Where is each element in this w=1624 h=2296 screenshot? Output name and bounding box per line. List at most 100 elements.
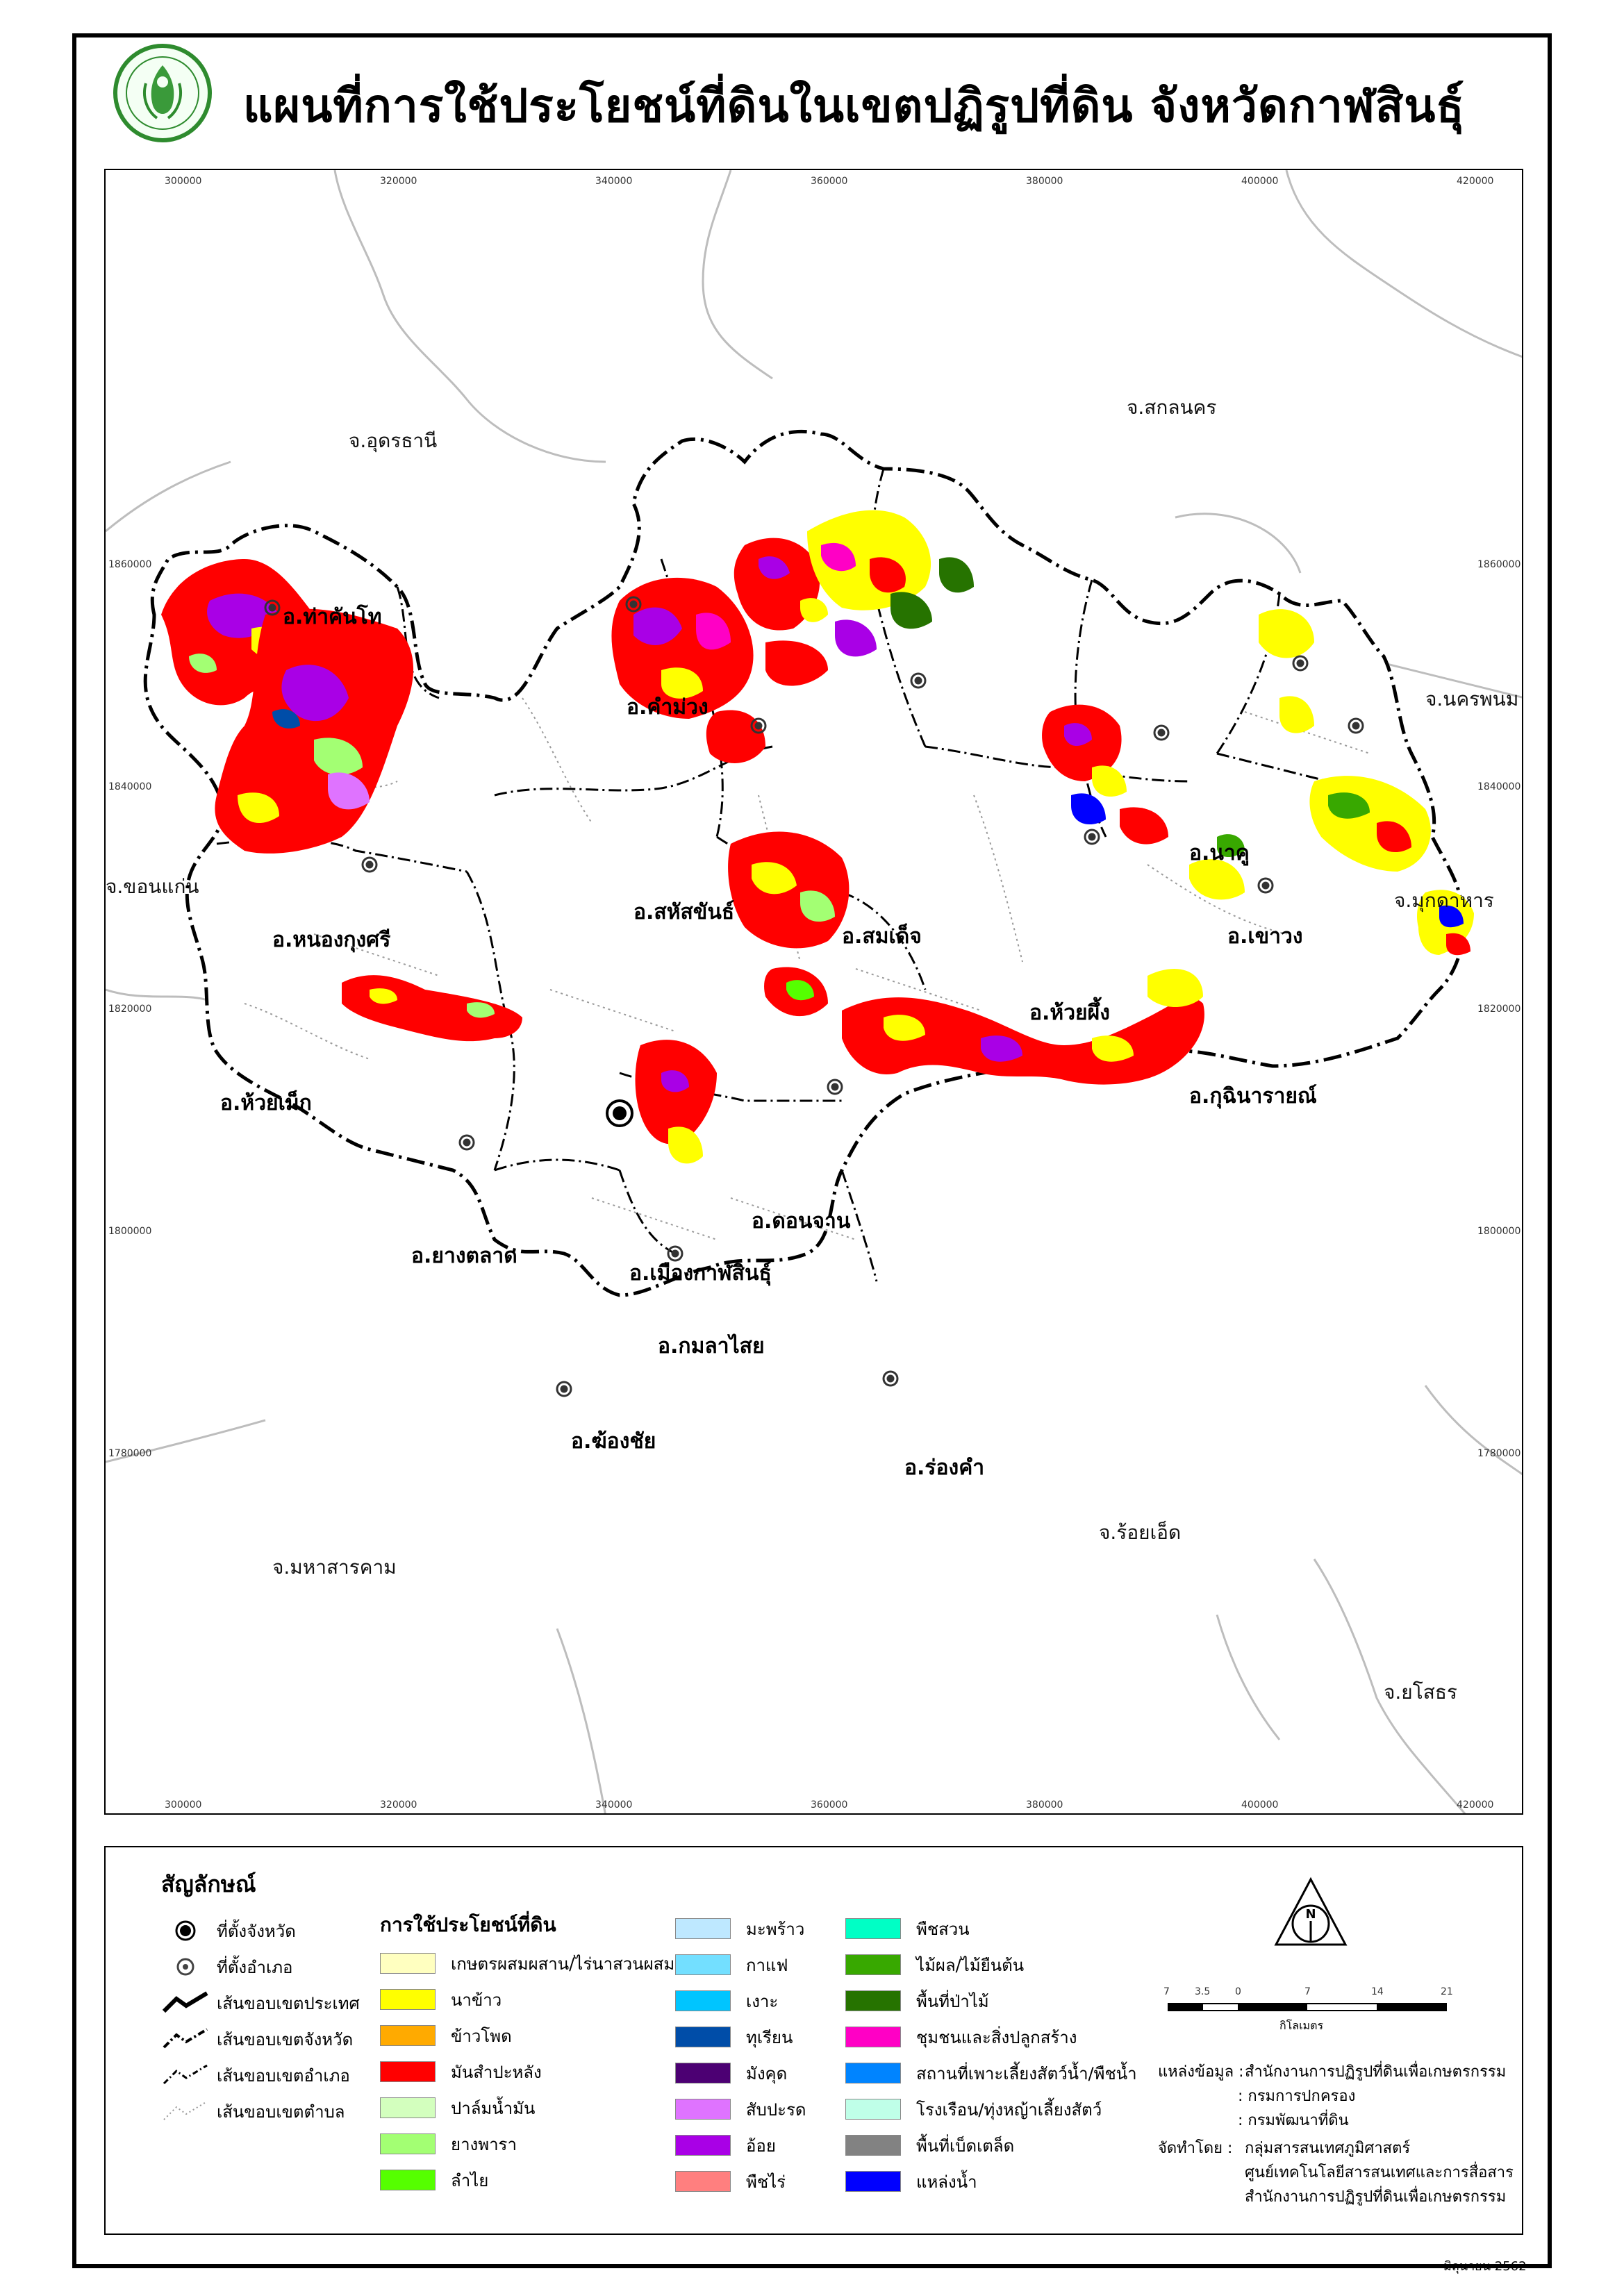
landuse-label: พื้นที่เบ็ดเตล็ด — [916, 2136, 1015, 2156]
x-tick-bottom: 380000 — [1026, 1799, 1063, 1811]
landuse-legend-item: ข้าวโพด — [380, 2024, 512, 2047]
landuse-legend-item: มันสำปะหลัง — [380, 2060, 542, 2083]
landuse-label: ทุเรียน — [746, 2027, 793, 2047]
x-tick-bottom: 340000 — [595, 1799, 633, 1811]
landuse-legend-item: ปาล์มน้ำมัน — [380, 2096, 535, 2120]
district-label: อ.ร่องคำ — [904, 1456, 985, 1480]
y-tick: 1800000 — [108, 1226, 152, 1237]
district-label: อ.กุฉินารายณ์ — [1189, 1084, 1317, 1108]
landuse-label: กาแฟ — [746, 1955, 788, 1975]
landuse-legend-item: โรงเรือน/ทุ่งหญ้าเลี้ยงสัตว์ — [845, 2097, 1102, 2121]
province-label: จ.ยโสธร — [1384, 1681, 1457, 1704]
landuse-swatch — [845, 2027, 901, 2047]
x-tick: 320000 — [380, 176, 417, 187]
legend-title: สัญลักษณ์ — [161, 1871, 256, 1897]
landuse-swatch — [675, 2171, 731, 2192]
landuse-legend-item: พืชไร่ — [675, 2170, 786, 2193]
landuse-legend-item: นาข้าว — [380, 1988, 502, 2011]
landuse-label: ไม้ผล/ไม้ยืนต้น — [916, 1955, 1025, 1975]
district-label: อ.ดอนจาน — [752, 1209, 851, 1233]
legend-symbol: เส้นขอบเขตประเทศ — [161, 1989, 360, 2017]
landuse-swatch — [845, 2171, 901, 2192]
map-date: มิถุนายน 2562 — [1443, 2259, 1527, 2274]
landuse-swatch — [845, 2135, 901, 2156]
legend-symbol: เส้นขอบเขตตำบล — [161, 2097, 345, 2125]
y-tick-right: 1820000 — [1477, 1004, 1521, 1015]
district-label: อ.ท่าคันโท — [283, 605, 382, 629]
landuse-label: อ้อย — [746, 2136, 776, 2156]
landuse-swatch — [675, 1954, 731, 1975]
district-label: อ.ฆ้องชัย — [571, 1429, 656, 1454]
district-label: อ.นาคู — [1189, 841, 1250, 865]
y-tick-right: 1840000 — [1477, 781, 1521, 792]
landuse-legend-item: มังคุด — [675, 2061, 787, 2085]
legend-symbol: เส้นขอบเขตจังหวัด — [161, 2025, 353, 2053]
landuse-legend-item: ลำไย — [380, 2168, 488, 2192]
province-label: จ.นครพนม — [1425, 688, 1519, 710]
x-tick: 420000 — [1457, 176, 1494, 187]
subdistrict-boundary-line-icon — [161, 2097, 210, 2125]
province-label: จ.ร้อยเอ็ด — [1099, 1521, 1182, 1544]
landuse-label: สถานที่เพาะเลี้ยงสัตว์น้ำ/พืชน้ำ — [916, 2063, 1137, 2083]
landuse-legend-item: พืชสวน — [845, 1917, 970, 1940]
landuse-label: เงาะ — [746, 1991, 779, 2011]
legend-panel: สัญลักษณ์ ที่ตั้งจังหวัด ที่ตั้งอำเภอ เส… — [104, 1846, 1523, 2235]
scale-bar — [1168, 2003, 1447, 2011]
landuse-label: สับปะรด — [746, 2099, 806, 2120]
district-label: อ.สหัสขันธ์ — [633, 900, 735, 924]
landuse-label: นาข้าว — [451, 1990, 502, 2010]
x-tick: 380000 — [1026, 176, 1063, 187]
landuse-label: เกษตรผสมผสาน/ไร่นาสวนผสม — [451, 1954, 675, 1974]
landuse-label: พืชสวน — [916, 1919, 970, 1939]
y-tick-right: 1800000 — [1477, 1226, 1521, 1237]
producer-line: กลุ่มสารสนเทศภูมิศาสตร์ — [1245, 2140, 1411, 2157]
x-tick-bottom: 420000 — [1457, 1799, 1494, 1811]
landuse-label: มันสำปะหลัง — [451, 2062, 542, 2082]
landuse-legend-item: เงาะ — [675, 1989, 778, 2013]
district-label: อ.ยางตลาด — [411, 1244, 517, 1268]
district-seat-icon — [161, 1953, 210, 1981]
producer-line: สำนักงานการปฏิรูปที่ดินเพื่อเกษตรกรรม — [1245, 2188, 1507, 2206]
y-tick: 1780000 — [108, 1448, 152, 1459]
district-label: อ.เมืองกาฬสินธุ์ — [629, 1261, 772, 1286]
landuse-swatch — [675, 2099, 731, 2120]
y-tick-right: 1860000 — [1477, 559, 1521, 570]
province-seat-icon — [606, 1099, 633, 1127]
scale-tick: 21 — [1441, 1986, 1453, 1997]
landuse-swatch — [845, 1954, 901, 1975]
district-label: อ.ห้วยผึ้ง — [1029, 1001, 1110, 1025]
landuse-swatch — [845, 2063, 901, 2083]
country-boundary-line-icon — [161, 1989, 210, 2017]
province-seat-icon — [161, 1917, 210, 1945]
landuse-swatch — [380, 2133, 436, 2154]
landuse-label: มังคุด — [746, 2063, 788, 2083]
landuse-swatch — [380, 2097, 436, 2118]
map-canvas — [106, 170, 1522, 1813]
x-tick-bottom: 320000 — [380, 1799, 417, 1811]
district-label: อ.เขาวง — [1227, 924, 1303, 949]
landuse-swatch — [380, 2025, 436, 2046]
svg-text:N: N — [1305, 1907, 1316, 1922]
district-label: อ.หนองกุงศรี — [272, 928, 391, 952]
district-label: อ.กมลาไสย — [658, 1334, 765, 1358]
province-label: จ.มุกดาหาร — [1394, 889, 1494, 912]
landuse-legend-item: กาแฟ — [675, 1953, 788, 1977]
north-arrow-icon: N — [1274, 1877, 1348, 1946]
province-label: จ.ขอนแก่น — [106, 875, 199, 898]
x-tick-bottom: 300000 — [165, 1799, 202, 1811]
map-area[interactable]: 300000 320000 340000 360000 380000 40000… — [104, 169, 1523, 1815]
district-label: อ.สมเด็จ — [842, 924, 922, 949]
landuse-legend-item: เกษตรผสมผสาน/ไร่นาสวนผสม — [380, 1952, 674, 1975]
landuse-swatch — [675, 1918, 731, 1939]
landuse-swatch — [380, 2061, 436, 2082]
district-label: อ.ห้วยเม็ก — [220, 1091, 312, 1115]
legend-symbol: เส้นขอบเขตอำเภอ — [161, 2061, 350, 2089]
landuse-label: ยางพารา — [451, 2134, 517, 2154]
landuse-label: มะพร้าว — [746, 1919, 805, 1939]
producer-label: จัดทำโดย : — [1158, 2140, 1233, 2157]
landuse-patches — [161, 510, 1474, 1164]
landuse-title: การใช้ประโยชน์ที่ดิน — [380, 1913, 556, 1936]
y-tick: 1820000 — [108, 1004, 152, 1015]
district-boundary-line-icon — [161, 2061, 210, 2089]
landuse-legend-item: ทุเรียน — [675, 2025, 793, 2049]
